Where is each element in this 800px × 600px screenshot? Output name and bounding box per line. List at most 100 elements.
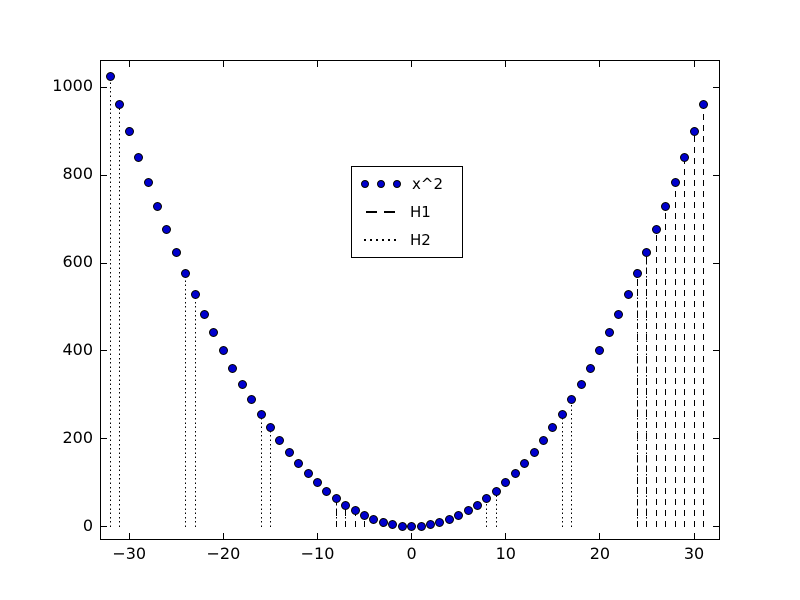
x-tick-label: 20 xyxy=(589,544,611,563)
h2-vline xyxy=(185,273,187,527)
scatter-point xyxy=(623,289,633,299)
scatter-point xyxy=(510,469,520,479)
scatter-point xyxy=(181,269,191,279)
scatter-point xyxy=(171,247,181,257)
y-tick xyxy=(101,262,107,264)
scatter-point xyxy=(567,395,577,405)
scatter-point xyxy=(397,521,407,531)
x-tick xyxy=(222,533,224,539)
y-tick-right xyxy=(713,438,719,440)
scatter-point xyxy=(642,247,652,257)
scatter-point xyxy=(670,177,680,187)
plot-area: x^2 H1 H2 xyxy=(100,60,720,540)
scatter-point xyxy=(444,515,454,525)
scatter-point xyxy=(604,328,614,338)
x-tick-top xyxy=(693,61,695,67)
scatter-point xyxy=(275,436,285,446)
legend-marker-h2-icon xyxy=(360,239,400,241)
y-tick-label: 400 xyxy=(62,339,93,359)
scatter-point xyxy=(143,177,153,187)
scatter-point xyxy=(473,500,483,510)
scatter-point xyxy=(454,511,464,521)
h2-vline xyxy=(109,76,111,527)
h1-vline xyxy=(693,131,695,527)
x-tick xyxy=(128,533,130,539)
legend-microdot-icon xyxy=(382,239,384,241)
scatter-point xyxy=(152,201,162,211)
scatter-point xyxy=(529,447,539,457)
scatter-point xyxy=(557,409,567,419)
x-tick-label: 10 xyxy=(495,544,516,563)
legend-label-h1: H1 xyxy=(410,203,431,221)
scatter-point xyxy=(341,500,351,510)
x-tick xyxy=(411,533,413,539)
x-tick-top xyxy=(505,61,507,67)
scatter-point xyxy=(689,126,699,136)
scatter-point xyxy=(595,346,605,356)
h1-vline xyxy=(364,515,366,527)
legend: x^2 H1 H2 xyxy=(351,166,463,258)
y-tick-label: 0 xyxy=(82,515,93,535)
scatter-point xyxy=(501,478,511,488)
scatter-point xyxy=(322,486,332,496)
legend-dash-icon xyxy=(383,211,395,213)
scatter-point xyxy=(105,72,115,82)
y-tick xyxy=(101,350,107,352)
legend-marker-x2-icon xyxy=(360,180,402,188)
scatter-point xyxy=(369,515,379,525)
scatter-point xyxy=(350,506,360,516)
legend-microdot-icon xyxy=(376,239,378,241)
h2-vline xyxy=(269,427,271,527)
scatter-point xyxy=(651,225,661,235)
scatter-point xyxy=(491,486,501,496)
legend-dot-icon xyxy=(393,180,401,188)
legend-marker-h1-icon xyxy=(360,211,400,213)
h1-vline xyxy=(702,104,704,527)
y-tick-label: 200 xyxy=(62,427,93,447)
scatter-point xyxy=(614,309,624,319)
legend-dot-icon xyxy=(361,180,369,188)
scatter-point xyxy=(548,423,558,433)
x-tick xyxy=(505,533,507,539)
x-tick xyxy=(599,533,601,539)
h2-vline xyxy=(260,414,262,527)
h2-vline xyxy=(561,414,563,527)
x-tick-top xyxy=(222,61,224,67)
x-tick-top xyxy=(128,61,130,67)
y-tick-label: 600 xyxy=(62,252,93,272)
h2-vline xyxy=(194,294,196,527)
scatter-point xyxy=(538,436,548,446)
h1-vline xyxy=(637,273,639,527)
y-tick-label: 800 xyxy=(62,164,93,184)
y-tick xyxy=(101,526,107,528)
scatter-point xyxy=(200,309,210,319)
scatter-point xyxy=(256,409,266,419)
legend-entry-x2: x^2 xyxy=(360,170,462,198)
scatter-point xyxy=(134,152,144,162)
h1-vline xyxy=(684,157,686,527)
scatter-point xyxy=(247,395,257,405)
y-tick-right xyxy=(713,86,719,88)
scatter-point xyxy=(124,126,134,136)
legend-microdot-icon xyxy=(388,239,390,241)
x-tick-top xyxy=(317,61,318,67)
legend-entry-h1: H1 xyxy=(360,198,462,226)
legend-microdot-icon xyxy=(370,239,372,241)
scatter-point xyxy=(680,152,690,162)
scatter-point xyxy=(416,521,426,531)
scatter-point xyxy=(209,328,219,338)
legend-microdot-icon xyxy=(364,239,366,241)
x-tick xyxy=(693,533,695,539)
scatter-point xyxy=(463,506,473,516)
legend-microdot-icon xyxy=(394,239,396,241)
scatter-point xyxy=(661,201,671,211)
y-tick-label: 1000 xyxy=(52,76,93,96)
scatter-point xyxy=(378,518,388,528)
y-tick-right xyxy=(713,350,719,352)
y-tick-right xyxy=(713,526,719,528)
legend-label-x2: x^2 xyxy=(412,175,443,193)
x-tick-label: 30 xyxy=(683,544,705,563)
x-tick-label: 0 xyxy=(406,544,417,563)
h1-vline xyxy=(674,182,676,527)
